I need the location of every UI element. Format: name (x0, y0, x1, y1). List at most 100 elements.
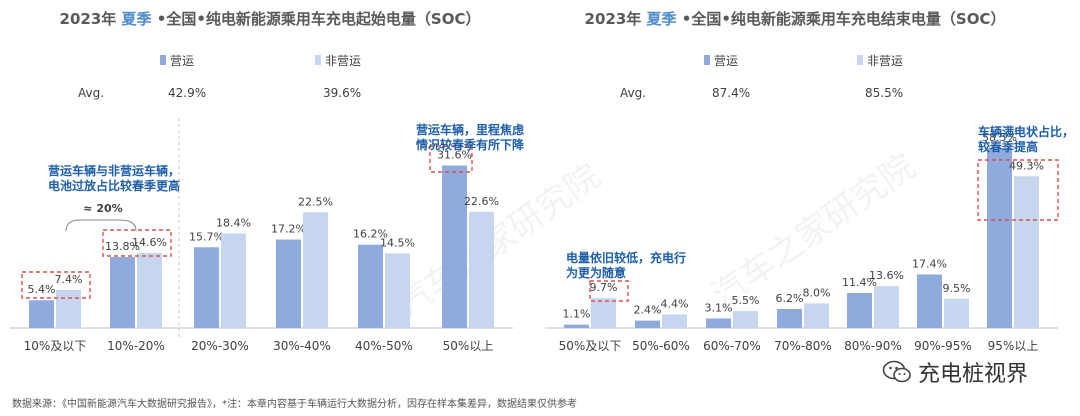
source-footnote: 数据来源：《中国新能源汽车大数据研究报告》，*注：本章内容基于车辆运行大数据分析… (12, 399, 577, 410)
annotation-text: 营运车辆，里程焦虑 (416, 122, 524, 137)
data-label: 15.7% (189, 230, 224, 243)
data-label: 14.5% (380, 236, 415, 249)
data-label: 9.7% (590, 281, 618, 294)
bar (917, 274, 942, 328)
avg-value: 85.5% (865, 86, 903, 100)
data-label: 49.3% (1009, 159, 1044, 172)
data-label: 7.4% (55, 273, 83, 286)
highlight-box (102, 229, 172, 257)
bracket-label: ≈ 20% (83, 202, 122, 215)
bar (847, 292, 872, 328)
avg-label: Avg. (78, 86, 104, 100)
title-year: 2023年 (60, 10, 122, 28)
data-label: 14.6% (132, 236, 167, 249)
bar (137, 252, 162, 328)
bar (564, 324, 589, 328)
category-label: 10%-20% (107, 339, 165, 353)
bar (635, 320, 660, 328)
data-label: 3.1% (705, 301, 733, 314)
bar (944, 298, 969, 328)
data-label: 58.5% (982, 131, 1017, 144)
bar (469, 211, 494, 328)
highlight-box (21, 271, 91, 299)
category-label: 30%-40% (273, 339, 331, 353)
bar (56, 289, 81, 328)
chart-2: 2023年 夏季 •全国•纯电新能源乘用车充电结束电量（SOC） 营运 非营运 Avg… (545, 10, 1058, 353)
data-label: 31.6% (437, 148, 472, 161)
title-season: 夏季 (121, 10, 152, 28)
comparison-bracket (65, 219, 137, 232)
data-label: 5.5% (732, 294, 760, 307)
category-label: 90%-95% (914, 339, 972, 353)
brand-name: 充电桩视界 (918, 362, 1029, 387)
avg-value: 39.6% (323, 86, 361, 100)
bar (29, 300, 54, 328)
bar (194, 247, 219, 328)
legend-swatch (160, 55, 166, 65)
category-label: 80%-90% (844, 339, 902, 353)
category-label: 95%以上 (988, 339, 1039, 353)
highlight-box (429, 145, 473, 173)
title-rest: •全国•纯电新能源乘用车充电结束电量（SOC） (677, 10, 1006, 28)
data-label: 8.0% (803, 286, 831, 299)
legend-swatch (315, 55, 321, 65)
data-label: 5.4% (28, 283, 56, 296)
data-label: 13.8% (105, 240, 140, 253)
data-label: 16.2% (353, 228, 388, 241)
avg-value: 87.4% (712, 86, 750, 100)
category-label: 50%以上 (443, 339, 494, 353)
category-label: 20%-30% (191, 339, 249, 353)
bar (110, 257, 135, 328)
annotation-text: 情况较春季有所下降 (416, 137, 525, 152)
chart-title: 2023年 夏季 •全国•纯电新能源乘用车充电起始电量（SOC） (60, 10, 481, 28)
bar (733, 311, 758, 328)
data-label: 22.5% (298, 195, 333, 208)
data-label: 1.1% (563, 308, 591, 321)
data-label: 13.6% (869, 269, 904, 282)
bar (385, 253, 410, 328)
bar (706, 318, 731, 328)
category-label: 60%-70% (703, 339, 761, 353)
category-label: 70%-80% (774, 339, 832, 353)
chart-title: 2023年 夏季 •全国•纯电新能源乘用车充电结束电量（SOC） (585, 10, 1006, 28)
data-label: 17.2% (271, 223, 306, 236)
bar (662, 314, 687, 328)
bar (303, 212, 328, 328)
chart-1: 2023年 夏季 •全国•纯电新能源乘用车充电起始电量（SOC） 营运 非营运 Avg… (10, 10, 513, 353)
data-label: 11.4% (842, 276, 877, 289)
legend-swatch (857, 55, 863, 65)
bar (358, 244, 383, 328)
bar (777, 308, 802, 328)
annotation-text: 为更为随意 (566, 265, 626, 280)
bar (804, 303, 829, 328)
legend-label: 非营运 (325, 54, 361, 68)
bar (1014, 176, 1039, 328)
title-rest: •全国•纯电新能源乘用车充电起始电量（SOC） (152, 10, 481, 28)
data-label: 6.2% (776, 292, 804, 305)
bar (874, 286, 899, 328)
bar (221, 233, 246, 328)
category-label: 50%-60% (632, 339, 690, 353)
legend-swatch (704, 55, 710, 65)
title-season: 夏季 (646, 10, 677, 28)
annotation-text: 营运车辆与非营运车辆， (48, 163, 180, 178)
brand-badge: 充电桩视界 (882, 356, 1028, 388)
wechat-icon (882, 360, 911, 383)
watermark: 汽车之家研究院 (390, 156, 608, 325)
data-label: 9.5% (943, 282, 971, 295)
data-label: 18.4% (216, 216, 251, 229)
legend-label: 非营运 (867, 54, 903, 68)
category-label: 40%-50% (355, 339, 413, 353)
category-label: 50%及以下 (559, 339, 622, 353)
annotation-text: 车辆满电状占比， (978, 124, 1074, 139)
avg-label: Avg. (620, 86, 646, 100)
data-label: 4.4% (661, 297, 689, 310)
legend-label: 营运 (714, 54, 738, 68)
bar (442, 165, 467, 328)
bar (591, 298, 616, 328)
bar (276, 239, 301, 328)
annotation-text: 较春季提高 (978, 139, 1038, 154)
data-label: 22.6% (464, 195, 499, 208)
data-label: 2.4% (634, 304, 662, 317)
